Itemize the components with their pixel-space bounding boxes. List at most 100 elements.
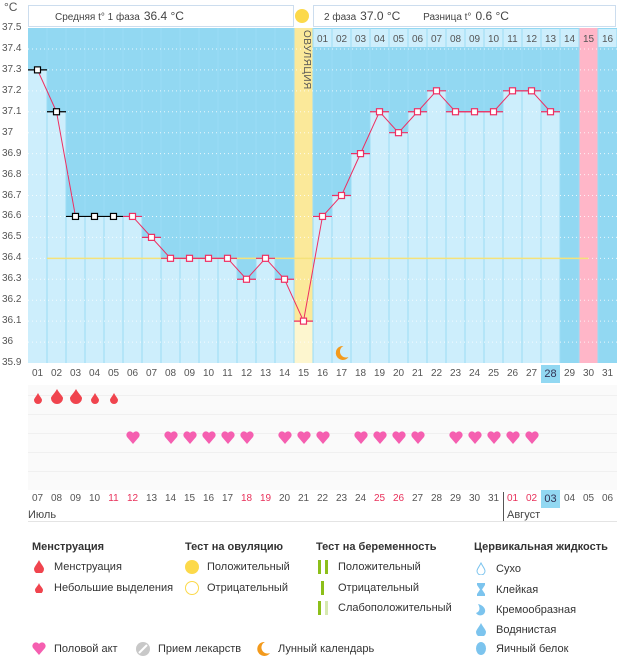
heart-icon[interactable]: [296, 431, 311, 449]
heart-icon[interactable]: [524, 431, 539, 449]
cycle-day-label[interactable]: 22: [430, 368, 443, 379]
calendar-date-label[interactable]: 03: [541, 490, 560, 508]
phase2-day-cell: [313, 29, 332, 47]
cycle-day-label[interactable]: 07: [145, 368, 158, 379]
cycle-day-label[interactable]: 12: [240, 368, 253, 379]
heart-icon[interactable]: [486, 431, 501, 449]
calendar-date-label[interactable]: 06: [601, 493, 614, 504]
ovulation-bar: [294, 321, 313, 363]
legend-label: Водянистая: [496, 623, 557, 636]
calendar-date-label[interactable]: 22: [316, 493, 329, 504]
calendar-date-label[interactable]: 15: [183, 493, 196, 504]
calendar-date-label[interactable]: 12: [126, 493, 139, 504]
heart-icon[interactable]: [277, 431, 292, 449]
calendar-date-label[interactable]: 31: [487, 493, 500, 504]
calendar-date-label[interactable]: 07: [31, 493, 44, 504]
calendar-date-label[interactable]: 17: [221, 493, 234, 504]
cycle-day-label[interactable]: 25: [487, 368, 500, 379]
calendar-date-label[interactable]: 01: [506, 493, 519, 504]
menstruation-drop-icon[interactable]: [69, 389, 82, 409]
cycle-day-label[interactable]: 15: [297, 368, 310, 379]
legend-label: Прием лекарств: [158, 643, 242, 655]
heart-icon[interactable]: [353, 431, 368, 449]
phase2-day-label: 03: [355, 34, 367, 45]
spotting-drop-icon[interactable]: [90, 391, 99, 409]
menstruation-drop-icon[interactable]: [50, 389, 63, 409]
spotting-drop-icon[interactable]: [33, 391, 42, 409]
heart-icon[interactable]: [448, 431, 463, 449]
legend-ovulation-test-title: Тест на овуляцию: [185, 541, 284, 553]
calendar-date-label[interactable]: 09: [69, 493, 82, 504]
cycle-day-label[interactable]: 08: [164, 368, 177, 379]
cycle-day-label[interactable]: 14: [278, 368, 291, 379]
cycle-day-label[interactable]: 09: [183, 368, 196, 379]
cycle-day-label[interactable]: 05: [107, 368, 120, 379]
heart-icon[interactable]: [201, 431, 216, 449]
calendar-date-label[interactable]: 10: [88, 493, 101, 504]
calendar-date-label[interactable]: 30: [468, 493, 481, 504]
calendar-date-label[interactable]: 19: [259, 493, 272, 504]
heart-icon[interactable]: [505, 431, 520, 449]
phase2-day-label: 13: [545, 34, 557, 45]
cycle-day-label[interactable]: 29: [563, 368, 576, 379]
cycle-day-label[interactable]: 28: [541, 365, 560, 383]
heart-icon[interactable]: [410, 431, 425, 449]
cycle-day-label[interactable]: 11: [222, 368, 233, 379]
legend-cervical-creamy: Кремообразная: [474, 603, 576, 616]
cycle-day-label[interactable]: 18: [354, 368, 367, 379]
temperature-chart[interactable]: 01 02 03 04 05 06 07 08 09 10 11 12 13 14 15 16: [0, 0, 626, 370]
calendar-date-label[interactable]: 29: [449, 493, 462, 504]
heart-icon[interactable]: [125, 431, 140, 449]
calendar-date-label[interactable]: 20: [278, 493, 291, 504]
cycle-day-label[interactable]: 30: [582, 368, 595, 379]
heart-icon[interactable]: [467, 431, 482, 449]
cycle-day-label[interactable]: 31: [601, 368, 614, 379]
calendar-date-label[interactable]: 25: [373, 493, 386, 504]
cycle-day-label[interactable]: 13: [259, 368, 272, 379]
temperature-point: [432, 87, 441, 95]
heart-icon[interactable]: [315, 431, 330, 449]
calendar-date-label[interactable]: 14: [164, 493, 177, 504]
heart-icon[interactable]: [239, 431, 254, 449]
calendar-date-label[interactable]: 02: [525, 493, 538, 504]
calendar-date-label[interactable]: 08: [50, 493, 63, 504]
calendar-date-label[interactable]: 13: [145, 493, 158, 504]
phase2-day-label: 14: [564, 34, 576, 45]
phase2-summary: 2 фаза 37.0 °C Разница t° 0.6 °C: [313, 5, 616, 27]
calendar-date-label[interactable]: 27: [411, 493, 424, 504]
cycle-day-label[interactable]: 20: [392, 368, 405, 379]
calendar-date-label[interactable]: 23: [335, 493, 348, 504]
calendar-date-label[interactable]: 18: [240, 493, 253, 504]
cycle-day-label[interactable]: 26: [506, 368, 519, 379]
calendar-date-label[interactable]: 16: [202, 493, 215, 504]
calendar-date-label[interactable]: 11: [108, 493, 119, 504]
cycle-day-label[interactable]: 16: [316, 368, 329, 379]
calendar-date-label[interactable]: 04: [563, 493, 576, 504]
heart-icon[interactable]: [220, 431, 235, 449]
heart-icon[interactable]: [391, 431, 406, 449]
legend-cervical-dry: Сухо: [474, 562, 521, 575]
cycle-day-label[interactable]: 17: [335, 368, 348, 379]
calendar-date-label[interactable]: 21: [297, 493, 310, 504]
cycle-day-label[interactable]: 19: [373, 368, 386, 379]
cycle-day-label[interactable]: 27: [525, 368, 538, 379]
cycle-day-label[interactable]: 03: [69, 368, 82, 379]
calendar-date-label[interactable]: 28: [430, 493, 443, 504]
cycle-day-label[interactable]: 06: [126, 368, 139, 379]
cycle-day-label[interactable]: 02: [50, 368, 63, 379]
heart-icon[interactable]: [182, 431, 197, 449]
heart-icon[interactable]: [163, 431, 178, 449]
cycle-day-label[interactable]: 04: [88, 368, 101, 379]
cycle-day-label[interactable]: 01: [31, 368, 44, 379]
spotting-drop-icon[interactable]: [109, 391, 118, 409]
calendar-date-label[interactable]: 26: [392, 493, 405, 504]
cycle-day-label[interactable]: 10: [202, 368, 215, 379]
cycle-day-label[interactable]: 23: [449, 368, 462, 379]
cycle-day-label[interactable]: 24: [468, 368, 481, 379]
calendar-date-label[interactable]: 05: [582, 493, 595, 504]
temperature-bar: [541, 111, 560, 363]
cycle-day-label[interactable]: 21: [411, 368, 424, 379]
heart-icon[interactable]: [372, 431, 387, 449]
calendar-date-label[interactable]: 24: [354, 493, 367, 504]
